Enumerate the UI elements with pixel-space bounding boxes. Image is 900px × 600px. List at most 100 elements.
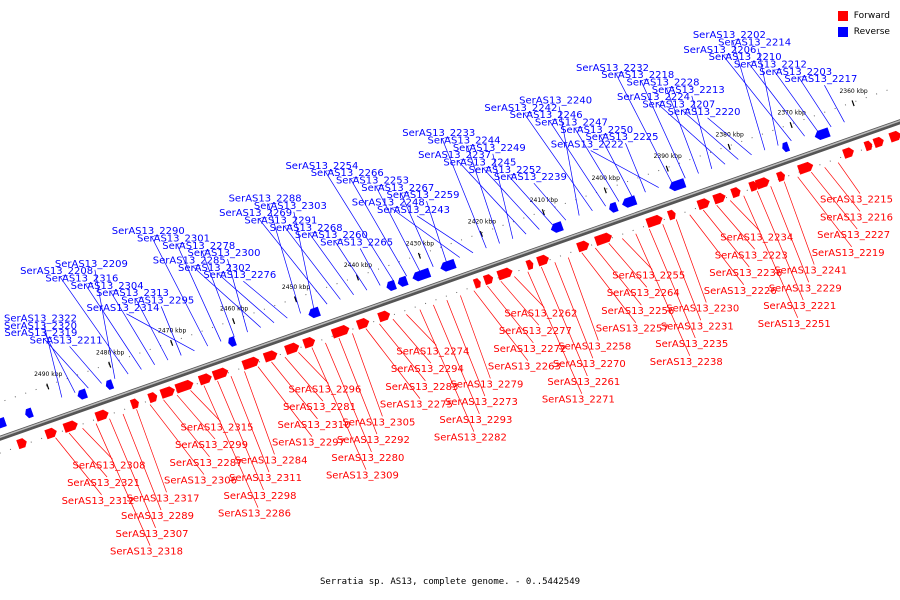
forward-leader xyxy=(756,190,804,301)
guide-track xyxy=(0,87,894,403)
reverse-gene-label: SerAS13_2276 xyxy=(203,270,276,281)
reverse-gene-label: SerAS13_2210 xyxy=(709,52,782,63)
forward-gene xyxy=(666,209,676,221)
reverse-leader xyxy=(441,139,487,249)
reverse-gene-label: SerAS13_2316 xyxy=(45,273,118,284)
forward-leader xyxy=(729,200,761,232)
forward-gene xyxy=(16,438,27,450)
forward-gene xyxy=(330,325,350,339)
forward-leader xyxy=(136,409,167,493)
reverse-gene-label: SerAS13_2217 xyxy=(784,74,857,85)
reverse-gene-label: SerAS13_2278 xyxy=(162,241,235,252)
gene-shape xyxy=(440,258,457,272)
gene-shape xyxy=(211,367,229,381)
gene-shape xyxy=(782,141,791,153)
tick-label: 2470 kbp xyxy=(158,328,186,335)
forward-gene-label: SerAS13_2297 xyxy=(272,438,345,449)
forward-gene-label: SerAS13_2317 xyxy=(127,493,200,504)
forward-leader xyxy=(392,318,432,364)
reverse-gene-label: SerAS13_2253 xyxy=(336,175,409,186)
forward-gene xyxy=(302,336,316,349)
gene-shape xyxy=(576,240,590,253)
reverse-gene-label: SerAS13_2232 xyxy=(576,63,649,74)
forward-leader xyxy=(95,423,151,546)
forward-gene-label: SerAS13_2281 xyxy=(283,402,356,413)
gene-shape xyxy=(696,198,710,210)
tick-label: 2430 kbp xyxy=(406,240,434,247)
reverse-leader xyxy=(243,280,288,319)
reverse-gene-label: SerAS13_2291 xyxy=(244,215,317,226)
tick-mark xyxy=(541,209,545,216)
reverse-leader xyxy=(574,128,620,202)
gene-shape xyxy=(754,177,770,190)
gene-shape xyxy=(174,379,194,394)
reverse-leader xyxy=(176,244,222,342)
tick-mark xyxy=(603,187,607,194)
forward-gene-label: SerAS13_2275 xyxy=(380,400,453,411)
forward-leader xyxy=(702,209,750,268)
forward-gene-label: SerAS13_2261 xyxy=(547,377,620,388)
forward-leader xyxy=(554,262,594,359)
reverse-leader xyxy=(457,160,527,235)
gene-shape xyxy=(748,180,758,192)
reverse-leader xyxy=(44,338,89,389)
tick-label: 2490 kbp xyxy=(34,371,62,378)
forward-gene xyxy=(797,161,814,175)
reverse-gene xyxy=(308,306,321,319)
gene-shape xyxy=(863,140,873,152)
reverse-gene xyxy=(77,388,88,400)
reverse-gene-label: SerAS13_2254 xyxy=(285,161,358,172)
gene-shape xyxy=(594,232,613,246)
reverse-gene-label: SerAS13_2314 xyxy=(86,303,159,314)
reverse-leader xyxy=(325,171,394,281)
tick-label: 2390 kbp xyxy=(654,153,682,160)
forward-leader xyxy=(608,243,648,288)
forward-gene-label: SerAS13_2227 xyxy=(817,230,890,241)
forward-leader xyxy=(82,428,113,460)
forward-gene xyxy=(536,254,549,267)
forward-gene xyxy=(888,130,900,143)
forward-gene xyxy=(482,274,494,286)
gene-shape xyxy=(397,275,409,287)
forward-gene-label: SerAS13_2226 xyxy=(704,286,777,297)
forward-leader xyxy=(203,385,259,508)
reverse-leader xyxy=(625,143,646,193)
forward-gene-label: SerAS13_2309 xyxy=(326,471,399,482)
reverse-gene-label: SerAS13_2243 xyxy=(377,205,450,216)
forward-leader xyxy=(473,290,529,361)
forward-gene xyxy=(776,171,786,182)
reverse-gene xyxy=(609,201,619,213)
forward-gene xyxy=(525,259,534,271)
forward-leader xyxy=(190,390,221,422)
reverse-gene xyxy=(25,407,34,419)
gene-shape xyxy=(386,279,397,291)
reverse-swatch xyxy=(837,27,848,37)
reverse-gene xyxy=(440,258,457,272)
forward-leader xyxy=(595,247,642,306)
forward-gene xyxy=(712,192,726,205)
forward-swatch xyxy=(837,11,848,21)
tick-mark xyxy=(170,339,174,346)
reverse-leader xyxy=(599,135,633,198)
reverse-leader xyxy=(110,291,155,365)
forward-gene-label: SerAS13_2294 xyxy=(391,364,464,375)
forward-leader xyxy=(797,176,852,248)
forward-gene xyxy=(645,214,663,228)
forward-gene xyxy=(696,198,710,210)
forward-gene-label: SerAS13_2257 xyxy=(596,324,669,335)
reverse-gene-label: SerAS13_2212 xyxy=(734,60,807,71)
forward-leader xyxy=(500,280,540,326)
forward-leader xyxy=(68,432,108,478)
forward-gene xyxy=(147,392,158,404)
forward-leader xyxy=(365,328,421,399)
forward-leader xyxy=(622,238,653,270)
reverse-gene xyxy=(0,417,7,429)
reverse-gene-label: SerAS13_2225 xyxy=(585,132,658,143)
reverse-gene-label: SerAS13_2250 xyxy=(560,125,633,136)
forward-gene-label: SerAS13_2321 xyxy=(67,478,140,489)
gene-shape xyxy=(241,356,260,370)
reverse-leader xyxy=(334,240,368,291)
reverse-gene xyxy=(622,195,638,208)
forward-leader xyxy=(783,181,815,265)
